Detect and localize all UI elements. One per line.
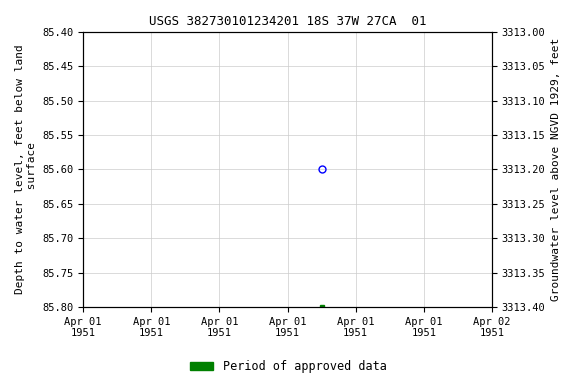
- Y-axis label: Groundwater level above NGVD 1929, feet: Groundwater level above NGVD 1929, feet: [551, 38, 561, 301]
- Y-axis label: Depth to water level, feet below land
 surface: Depth to water level, feet below land su…: [15, 45, 37, 294]
- Legend: Period of approved data: Period of approved data: [185, 356, 391, 378]
- Title: USGS 382730101234201 18S 37W 27CA  01: USGS 382730101234201 18S 37W 27CA 01: [149, 15, 426, 28]
